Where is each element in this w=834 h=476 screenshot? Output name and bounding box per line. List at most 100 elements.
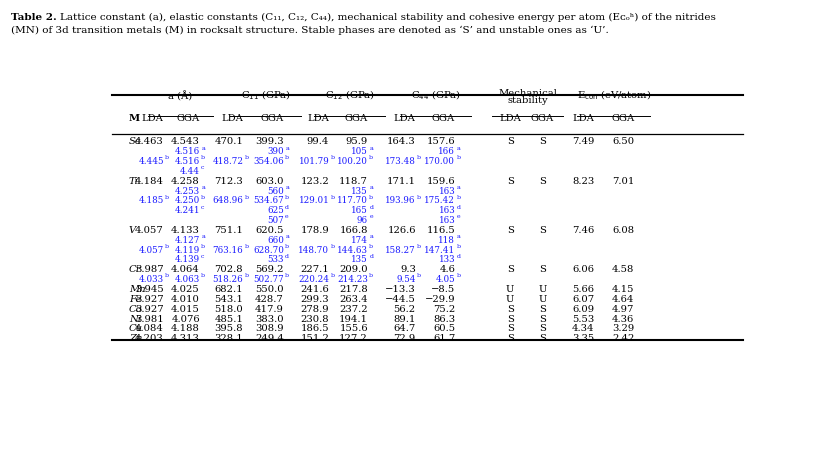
Text: 4.033: 4.033 (138, 275, 163, 284)
Text: 470.1: 470.1 (214, 137, 244, 146)
Text: C$_{11}$ (GPa): C$_{11}$ (GPa) (241, 88, 291, 101)
Text: 241.6: 241.6 (300, 285, 329, 293)
Text: Cu: Cu (128, 324, 143, 333)
Text: d: d (456, 204, 460, 209)
Text: Sc: Sc (128, 137, 141, 146)
Text: M: M (128, 113, 140, 122)
Text: GGA: GGA (531, 113, 554, 122)
Text: S: S (539, 314, 546, 323)
Text: 4.543: 4.543 (171, 137, 200, 146)
Text: 220.24: 220.24 (299, 275, 329, 284)
Text: 159.6: 159.6 (427, 177, 455, 185)
Text: 4.6: 4.6 (440, 265, 455, 274)
Text: 569.2: 569.2 (255, 265, 284, 274)
Text: 395.8: 395.8 (214, 324, 244, 333)
Text: a: a (369, 145, 373, 150)
Text: b: b (201, 155, 205, 160)
Text: 230.8: 230.8 (300, 314, 329, 323)
Text: 60.5: 60.5 (433, 324, 455, 333)
Text: 4.34: 4.34 (571, 324, 594, 333)
Text: e: e (285, 214, 289, 219)
Text: GGA: GGA (344, 113, 368, 122)
Text: LDA: LDA (500, 113, 521, 122)
Text: 4.64: 4.64 (612, 294, 634, 303)
Text: 4.133: 4.133 (171, 226, 200, 235)
Text: 4.084: 4.084 (135, 324, 163, 333)
Text: Lattice constant (a), elastic constants (C₁₁, C₁₂, C₄₄), mechanical stability an: Lattice constant (a), elastic constants … (60, 13, 716, 22)
Text: b: b (244, 273, 249, 278)
Text: 3.29: 3.29 (612, 324, 634, 333)
Text: V: V (128, 226, 136, 235)
Text: 75.2: 75.2 (433, 304, 455, 313)
Text: 3.981: 3.981 (135, 314, 163, 323)
Text: 96: 96 (357, 216, 368, 225)
Text: 116.5: 116.5 (426, 226, 455, 235)
Text: 4.05: 4.05 (435, 275, 455, 284)
Text: c: c (201, 204, 204, 209)
Text: b: b (417, 155, 421, 160)
Text: 6.50: 6.50 (612, 137, 634, 146)
Text: 126.6: 126.6 (387, 226, 416, 235)
Text: 4.445: 4.445 (138, 157, 163, 166)
Text: a: a (201, 185, 205, 189)
Text: 56.2: 56.2 (394, 304, 416, 313)
Text: 625: 625 (267, 206, 284, 215)
Text: 194.1: 194.1 (339, 314, 368, 323)
Text: 485.1: 485.1 (214, 314, 244, 323)
Text: S: S (507, 177, 514, 185)
Text: LDA: LDA (221, 113, 244, 122)
Text: 3.945: 3.945 (135, 285, 163, 293)
Text: 155.6: 155.6 (339, 324, 368, 333)
Text: 166.8: 166.8 (339, 226, 368, 235)
Text: 4.15: 4.15 (612, 285, 634, 293)
Text: 8.23: 8.23 (572, 177, 594, 185)
Text: b: b (201, 243, 205, 248)
Text: 4.44: 4.44 (180, 167, 200, 176)
Text: 4.076: 4.076 (171, 314, 200, 323)
Text: 4.127: 4.127 (174, 235, 200, 244)
Text: 533: 533 (268, 255, 284, 264)
Text: S: S (507, 304, 514, 313)
Text: b: b (369, 194, 374, 199)
Text: 751.1: 751.1 (214, 226, 244, 235)
Text: 4.241: 4.241 (174, 206, 200, 215)
Text: 6.07: 6.07 (572, 294, 594, 303)
Text: 117.70: 117.70 (337, 196, 368, 205)
Text: b: b (201, 194, 205, 199)
Text: C$_{44}$ (GPa): C$_{44}$ (GPa) (411, 88, 460, 101)
Text: 6.08: 6.08 (612, 226, 634, 235)
Text: Mechanical: Mechanical (498, 89, 557, 98)
Text: 151.2: 151.2 (300, 334, 329, 343)
Text: 9.54: 9.54 (396, 275, 416, 284)
Text: a: a (369, 234, 373, 238)
Text: (MN) of 3d transition metals (M) in rocksalt structure. Stable phases are denote: (MN) of 3d transition metals (M) in rock… (11, 25, 609, 35)
Text: b: b (456, 243, 460, 248)
Text: S: S (507, 226, 514, 235)
Text: Cr: Cr (128, 265, 141, 274)
Text: 278.9: 278.9 (300, 304, 329, 313)
Text: S: S (539, 304, 546, 313)
Text: 4.463: 4.463 (135, 137, 163, 146)
Text: b: b (417, 243, 421, 248)
Text: 105: 105 (351, 147, 368, 156)
Text: b: b (456, 155, 460, 160)
Text: 7.49: 7.49 (572, 137, 594, 146)
Text: 99.4: 99.4 (307, 137, 329, 146)
Text: C$_{12}$ (GPa): C$_{12}$ (GPa) (325, 88, 374, 101)
Text: 237.2: 237.2 (339, 304, 368, 313)
Text: S: S (539, 226, 546, 235)
Text: 4.516: 4.516 (174, 157, 200, 166)
Text: 4.58: 4.58 (612, 265, 634, 274)
Text: 209.0: 209.0 (339, 265, 368, 274)
Text: 648.96: 648.96 (213, 196, 244, 205)
Text: 4.185: 4.185 (138, 196, 163, 205)
Text: a: a (201, 145, 205, 150)
Text: 157.6: 157.6 (427, 137, 455, 146)
Text: E$_{\rm coh}$ (eV/atom): E$_{\rm coh}$ (eV/atom) (576, 88, 651, 101)
Text: d: d (285, 204, 289, 209)
Text: 95.9: 95.9 (346, 137, 368, 146)
Text: GGA: GGA (261, 113, 284, 122)
Text: 560: 560 (267, 186, 284, 195)
Text: 628.70: 628.70 (253, 245, 284, 254)
Text: 702.8: 702.8 (214, 265, 244, 274)
